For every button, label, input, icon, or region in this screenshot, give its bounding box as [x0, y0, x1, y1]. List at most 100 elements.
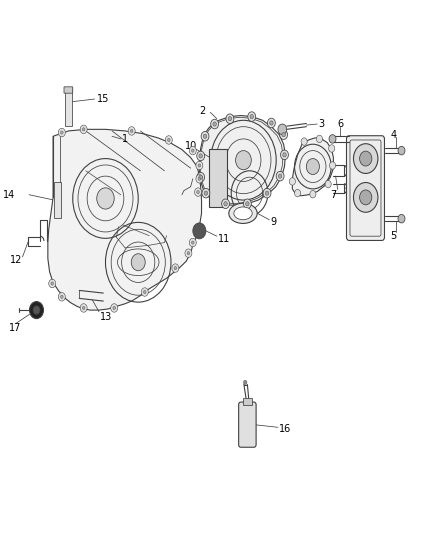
Text: 1: 1 — [122, 134, 128, 144]
Circle shape — [194, 188, 201, 196]
Polygon shape — [199, 116, 286, 205]
Circle shape — [131, 254, 145, 271]
Circle shape — [282, 133, 286, 137]
Circle shape — [213, 122, 216, 126]
Circle shape — [203, 134, 207, 139]
Circle shape — [174, 266, 177, 270]
Circle shape — [278, 124, 287, 135]
Circle shape — [360, 151, 372, 166]
Circle shape — [398, 147, 405, 155]
Circle shape — [111, 304, 118, 312]
Circle shape — [202, 188, 210, 198]
Circle shape — [141, 288, 148, 296]
Circle shape — [283, 153, 286, 157]
Circle shape — [49, 279, 56, 288]
Ellipse shape — [234, 207, 252, 220]
Text: 5: 5 — [390, 231, 396, 241]
Text: 2: 2 — [200, 106, 206, 116]
Text: 12: 12 — [11, 255, 23, 264]
Circle shape — [226, 114, 234, 124]
Circle shape — [58, 128, 65, 137]
Circle shape — [279, 174, 282, 178]
Circle shape — [82, 128, 85, 131]
Circle shape — [236, 151, 251, 169]
Circle shape — [189, 238, 196, 247]
Circle shape — [224, 201, 227, 206]
Circle shape — [197, 190, 199, 193]
Circle shape — [198, 177, 201, 180]
Circle shape — [113, 306, 116, 310]
Circle shape — [97, 188, 114, 209]
Circle shape — [270, 121, 273, 125]
Circle shape — [222, 199, 230, 208]
Circle shape — [316, 135, 322, 143]
Circle shape — [265, 191, 269, 195]
Circle shape — [131, 130, 133, 133]
Circle shape — [199, 175, 202, 179]
Text: 9: 9 — [271, 217, 277, 228]
Text: 15: 15 — [97, 94, 109, 104]
Circle shape — [191, 149, 194, 152]
Circle shape — [144, 290, 146, 294]
Circle shape — [276, 171, 284, 181]
Circle shape — [263, 188, 271, 198]
Circle shape — [325, 180, 331, 188]
Circle shape — [329, 135, 336, 143]
Text: 14: 14 — [3, 190, 15, 200]
Circle shape — [328, 145, 335, 152]
Bar — [65, 88, 72, 126]
Circle shape — [280, 130, 288, 140]
FancyBboxPatch shape — [64, 87, 73, 93]
Circle shape — [60, 295, 63, 298]
Circle shape — [167, 139, 170, 142]
Circle shape — [198, 164, 201, 167]
Circle shape — [51, 282, 53, 285]
Circle shape — [196, 174, 203, 183]
Text: 8: 8 — [357, 187, 363, 197]
Circle shape — [197, 172, 205, 182]
FancyBboxPatch shape — [209, 149, 227, 207]
Circle shape — [250, 115, 254, 119]
Circle shape — [201, 132, 209, 141]
Text: 6: 6 — [337, 119, 343, 129]
Polygon shape — [292, 138, 333, 196]
Circle shape — [204, 191, 208, 195]
FancyBboxPatch shape — [239, 402, 256, 447]
Circle shape — [360, 190, 372, 205]
Circle shape — [353, 182, 378, 212]
Circle shape — [128, 127, 135, 135]
Circle shape — [33, 306, 40, 314]
Text: 16: 16 — [279, 424, 292, 434]
Text: 7: 7 — [330, 190, 336, 200]
Circle shape — [281, 150, 288, 160]
Bar — [54, 182, 60, 218]
Circle shape — [197, 151, 205, 161]
Circle shape — [329, 162, 336, 169]
Circle shape — [289, 177, 295, 185]
Circle shape — [310, 190, 316, 198]
Circle shape — [191, 241, 194, 244]
Circle shape — [187, 252, 190, 255]
Circle shape — [165, 136, 172, 144]
Text: 11: 11 — [218, 234, 230, 244]
Circle shape — [268, 118, 276, 128]
Circle shape — [306, 159, 319, 174]
Circle shape — [199, 154, 202, 158]
Text: 13: 13 — [100, 312, 112, 322]
Circle shape — [60, 131, 63, 134]
Circle shape — [172, 264, 179, 272]
Circle shape — [82, 306, 85, 310]
Circle shape — [246, 201, 249, 206]
Ellipse shape — [229, 203, 257, 223]
FancyBboxPatch shape — [346, 136, 385, 240]
FancyBboxPatch shape — [243, 398, 252, 405]
Text: 17: 17 — [9, 322, 21, 333]
Circle shape — [244, 199, 251, 208]
Circle shape — [294, 189, 300, 197]
Text: 10: 10 — [185, 141, 197, 151]
Circle shape — [301, 138, 307, 146]
Text: 3: 3 — [318, 119, 325, 129]
Polygon shape — [48, 130, 201, 310]
Circle shape — [248, 112, 256, 122]
Circle shape — [189, 147, 196, 155]
